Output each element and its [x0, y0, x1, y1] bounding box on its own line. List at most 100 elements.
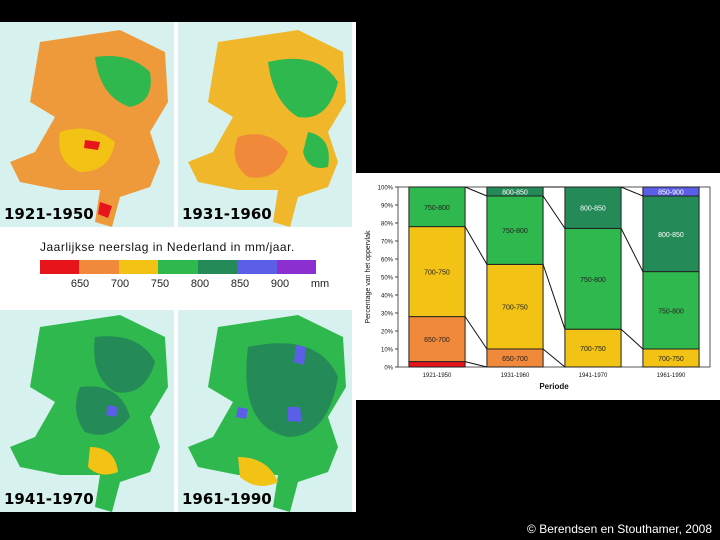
- legend-swatch-0: [40, 260, 80, 274]
- bar-connector: [620, 186, 644, 197]
- segment-label: 750-800: [502, 228, 528, 235]
- y-tick-label: 100%: [378, 186, 394, 192]
- bar-connector: [464, 226, 488, 265]
- region-yellow: [88, 447, 118, 475]
- bar-segment: [564, 227, 622, 330]
- segment-label: 800-850: [502, 190, 528, 197]
- y-tick-label: 60%: [381, 258, 394, 264]
- bar-segment: [642, 271, 700, 350]
- legend-tick: 850: [230, 278, 250, 290]
- bar-connector: [542, 348, 566, 368]
- netherlands-shape: [10, 30, 168, 227]
- legend-ticks: 650 700 750 800 850 900 mm: [40, 278, 329, 292]
- legend-swatch-2: [118, 260, 159, 274]
- bar-segment: [408, 186, 466, 228]
- segment-label: 700-750: [424, 270, 450, 277]
- map-label: 1921-1950: [4, 205, 94, 223]
- legend-tick: 650: [70, 278, 90, 290]
- bar-segment: [408, 361, 466, 368]
- region-red: [84, 140, 100, 150]
- bar-connector: [620, 328, 644, 350]
- y-tick-label: 50%: [381, 276, 394, 282]
- y-tick-label: 20%: [381, 330, 394, 336]
- bar-connector: [620, 228, 644, 272]
- legend-swatch-1: [79, 260, 119, 274]
- x-axis-label: Periode: [539, 382, 569, 391]
- stacked-bar-chart: 0% 10% 20% 30% 40% 50% 60% 70% 80% 90% 100% Percent…: [365, 186, 711, 391]
- bar-connector: [542, 195, 566, 229]
- y-tick-label: 80%: [381, 222, 394, 228]
- segment-label: 800-850: [658, 232, 684, 239]
- segment-label: 650-700: [502, 356, 528, 363]
- region-blue-north: [294, 345, 306, 365]
- map-label: 1961-1990: [182, 490, 272, 508]
- legend-swatch-4: [197, 260, 238, 274]
- legend-tick: 900: [270, 278, 290, 290]
- segment-label: 700-750: [658, 356, 684, 363]
- map-1931-1960: 1931-1960: [178, 22, 352, 227]
- segment-label: 700-750: [502, 305, 528, 312]
- segment-label: 750-800: [580, 277, 606, 284]
- segment-label: 750-800: [424, 205, 450, 212]
- region-darkgreen: [94, 336, 155, 393]
- region-red-south: [98, 202, 112, 218]
- legend-tick: 750: [150, 278, 170, 290]
- segment-label: 700-750: [580, 346, 606, 353]
- bar-connector: [542, 264, 566, 330]
- legend-color-bar: [40, 260, 316, 274]
- segment-label: 750-800: [658, 308, 684, 315]
- bar-segment: [486, 186, 544, 197]
- region-green: [95, 56, 151, 107]
- precipitation-legend: Jaarlijkse neerslag in Nederland in mm/j…: [0, 232, 356, 310]
- map-label: 1931-1960: [182, 205, 272, 223]
- x-tick-label: 1921-1950: [423, 373, 452, 379]
- region-blue-center: [288, 407, 302, 422]
- x-tick-label: 1931-1960: [501, 373, 530, 379]
- segment-label: 650-700: [424, 337, 450, 344]
- region-darkgreen: [246, 343, 338, 437]
- bar-segment: [408, 316, 466, 363]
- legend-swatch-5: [237, 260, 277, 274]
- bar-segment: [564, 328, 622, 368]
- y-tick-label: 70%: [381, 240, 394, 246]
- x-tick-label: 1961-1990: [657, 373, 686, 379]
- map-1961-1990-shape: [188, 315, 346, 512]
- region-green: [268, 58, 338, 118]
- y-axis-label: Percentage van het oppervlak: [365, 230, 372, 324]
- region-yellow-south: [238, 457, 278, 486]
- copyright-text: © Berendsen en Stouthamer, 2008: [527, 522, 712, 536]
- netherlands-shape: [188, 30, 346, 227]
- precipitation-maps-panel: 1921-1950 1931-1960 1941-1970 1961-: [0, 22, 356, 512]
- y-tick-label: 10%: [381, 348, 394, 354]
- bar-connector: [464, 186, 488, 197]
- x-tick-label: 1941-1970: [579, 373, 608, 379]
- region-darkgreen-center: [76, 386, 130, 435]
- region-yellow: [59, 128, 115, 172]
- bar-connector: [464, 316, 488, 350]
- bar-segment: [642, 186, 700, 197]
- map-label: 1941-1970: [4, 490, 94, 508]
- legend-title: Jaarlijkse neerslag in Nederland in mm/j…: [40, 240, 295, 254]
- legend-swatch-3: [158, 260, 198, 274]
- y-tick-label: 40%: [381, 294, 394, 300]
- bar-segment: [486, 263, 544, 350]
- bar-segment: [564, 186, 622, 229]
- map-1941-1970-shape: [10, 315, 168, 512]
- bar-segment: [486, 195, 544, 265]
- legend-swatch-6: [276, 260, 316, 274]
- legend-tick: 800: [190, 278, 210, 290]
- map-1921-1950-shape: [10, 30, 168, 227]
- map-1941-1970: 1941-1970: [0, 307, 174, 512]
- map-1961-1990: 1961-1990: [178, 307, 352, 512]
- segment-label: 800-850: [580, 206, 606, 213]
- segment-label: 850-900: [658, 190, 684, 197]
- region-green-east: [303, 132, 329, 168]
- y-tick-label: 90%: [381, 204, 394, 210]
- region-blue: [106, 405, 118, 417]
- stacked-bar-chart-panel: 0% 10% 20% 30% 40% 50% 60% 70% 80% 90% 100% Percent…: [356, 173, 720, 400]
- y-tick-label: 30%: [381, 312, 394, 318]
- map-1931-1960-shape: [188, 30, 346, 227]
- bar-connector: [464, 361, 488, 368]
- region-blue-west: [236, 407, 248, 419]
- legend-tick: 700: [110, 278, 130, 290]
